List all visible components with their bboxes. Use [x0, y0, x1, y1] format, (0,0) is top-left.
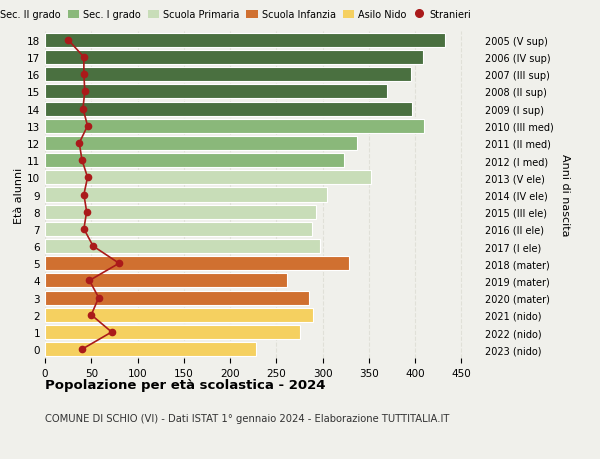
Bar — [45, 342, 256, 357]
Bar — [45, 274, 287, 288]
Bar — [45, 34, 445, 48]
Bar — [45, 308, 313, 322]
Bar — [45, 171, 371, 185]
Bar — [45, 325, 299, 339]
Bar — [45, 51, 422, 65]
Bar — [45, 119, 424, 134]
Text: COMUNE DI SCHIO (VI) - Dati ISTAT 1° gennaio 2024 - Elaborazione TUTTITALIA.IT: COMUNE DI SCHIO (VI) - Dati ISTAT 1° gen… — [45, 413, 449, 423]
Legend: Sec. II grado, Sec. I grado, Scuola Primaria, Scuola Infanzia, Asilo Nido, Stran: Sec. II grado, Sec. I grado, Scuola Prim… — [0, 6, 475, 24]
Bar — [45, 154, 344, 168]
Bar — [45, 102, 412, 116]
Bar — [45, 205, 316, 219]
Bar — [45, 222, 311, 236]
Bar — [45, 85, 388, 99]
Bar — [45, 137, 357, 151]
Bar — [45, 257, 349, 271]
Bar — [45, 291, 309, 305]
Bar — [45, 188, 327, 202]
Bar — [45, 240, 320, 253]
Y-axis label: Anni di nascita: Anni di nascita — [560, 154, 570, 236]
Y-axis label: Età alunni: Età alunni — [14, 167, 24, 223]
Bar — [45, 68, 410, 82]
Text: Popolazione per età scolastica - 2024: Popolazione per età scolastica - 2024 — [45, 379, 325, 392]
